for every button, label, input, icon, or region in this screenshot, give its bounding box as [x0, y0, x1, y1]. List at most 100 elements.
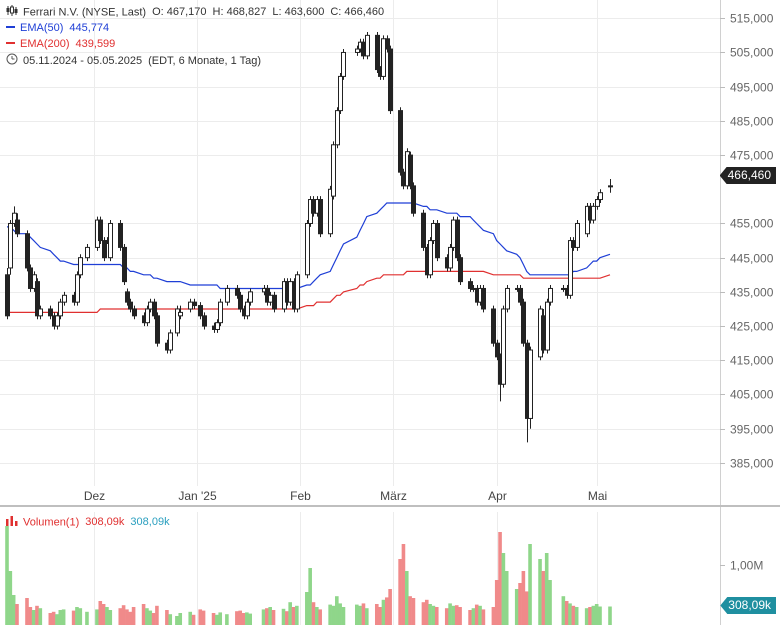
price-candles[interactable]: [5, 31, 613, 443]
volume-bar: [564, 601, 569, 625]
volume-bar: [241, 613, 246, 625]
candle-body: [318, 199, 323, 235]
legend-ohlc: Ferrari N.V. (NYSE, Last) O: 467,170 H: 46…: [6, 5, 384, 20]
y-tick-label: 495,000: [730, 81, 774, 95]
volume-bar: [305, 592, 309, 625]
candle-body: [288, 281, 293, 303]
time-x-axis: Dez Jan '25 Feb März Apr Mai: [84, 489, 607, 503]
candle-body: [575, 222, 580, 248]
candle-body: [385, 38, 390, 50]
volume-bar: [598, 606, 602, 625]
volume-value-secondary: 308,09k: [130, 516, 170, 529]
candle-body: [435, 222, 440, 259]
legend-ema200[interactable]: EMA(200) 439,599: [6, 37, 115, 51]
candle-body: [295, 274, 300, 310]
volume-bar: [574, 607, 579, 625]
ema50-label: EMA(50): [20, 22, 64, 34]
candle-body: [62, 294, 67, 303]
volume-bar: [544, 553, 549, 625]
range-note: (EDT, 6 Monate, 1 Tag): [148, 54, 261, 67]
candle-body: [178, 311, 183, 317]
volume-bar: [541, 571, 546, 625]
candle-body: [12, 212, 17, 224]
candle-body: [521, 301, 526, 344]
legend-range: 05.11.2024 - 05.05.2025 (EDT, 6 Monate, 1…: [6, 53, 261, 69]
volume-bar: [108, 610, 113, 625]
volume-bar: [165, 610, 169, 625]
candle-body: [561, 287, 566, 290]
volume-bar: [355, 604, 359, 625]
candle-body: [598, 192, 603, 201]
volume-bar: [524, 591, 529, 625]
candle-body: [102, 240, 107, 259]
volume-bar: [398, 559, 402, 625]
candle-body: [245, 301, 250, 317]
volume-bar: [128, 611, 133, 625]
volume-bar: [478, 605, 482, 625]
candle-body: [428, 240, 433, 276]
volume-bar: [521, 571, 526, 625]
ema200-value: 439,599: [75, 38, 116, 50]
candle-body: [25, 233, 30, 269]
volume-bar: [448, 603, 452, 625]
volume-bar: [51, 611, 56, 625]
candle-body: [148, 301, 153, 310]
volume-bar: [191, 614, 196, 625]
x-tick-label: Apr: [488, 489, 507, 503]
candle-body: [501, 308, 506, 385]
y-tick-label: 395,000: [730, 423, 774, 437]
volume-bar: [5, 526, 9, 625]
volume-label: Volumen(1): [23, 516, 80, 529]
ema200-polyline: [7, 270, 611, 313]
volume-bar: [198, 609, 203, 625]
candle-body: [545, 301, 550, 351]
volume-bar: [568, 603, 572, 625]
candle-body: [548, 287, 553, 303]
candle-body: [481, 287, 486, 310]
candle-body: [175, 308, 180, 334]
volume-bar: [98, 601, 103, 625]
ema50-polyline: [7, 202, 611, 290]
volume-bar: [245, 612, 249, 625]
open-value: O: 467,170: [152, 6, 207, 19]
ema50-line: [7, 202, 611, 290]
volume-bar: [238, 610, 243, 625]
volume-bar: [215, 614, 219, 625]
y-tick-label: 455,000: [730, 217, 774, 231]
volume-bar: [341, 607, 346, 625]
volume-bar: [428, 604, 432, 625]
volume-bar: [451, 605, 456, 625]
volume-bar: [468, 610, 472, 625]
candle-body: [55, 315, 60, 327]
volume-bar: [95, 609, 99, 625]
legend-ema50[interactable]: EMA(50) 445,774: [6, 21, 109, 35]
volume-bar: [571, 605, 576, 625]
close-value: C: 466,460: [330, 6, 385, 19]
candle-body: [541, 315, 546, 351]
volume-bar: [434, 607, 439, 625]
volume-bar: [288, 602, 292, 625]
volume-bar: [408, 596, 412, 625]
volume-bar: [528, 544, 532, 625]
volume-bar: [118, 608, 123, 625]
candle-body: [311, 199, 316, 214]
candle-body: [155, 315, 160, 344]
candle-body: [218, 301, 223, 324]
volume-bar: [471, 608, 476, 625]
candle-body: [48, 308, 53, 317]
volume-bar: [101, 604, 106, 625]
candle-body: [85, 246, 90, 259]
ema50-value: 445,774: [69, 22, 110, 34]
candle-body: [225, 287, 230, 303]
volume-y-axis: 1,00M: [720, 559, 763, 573]
volume-bar: [458, 607, 462, 625]
volume-bar: [378, 607, 382, 625]
candle-body: [468, 281, 473, 289]
candle-body: [361, 41, 366, 57]
x-tick-label: März: [380, 489, 407, 503]
volume-bar: [58, 610, 63, 625]
volume-bar: [248, 613, 252, 625]
candle-body: [571, 240, 576, 248]
volume-bar: [261, 609, 266, 625]
